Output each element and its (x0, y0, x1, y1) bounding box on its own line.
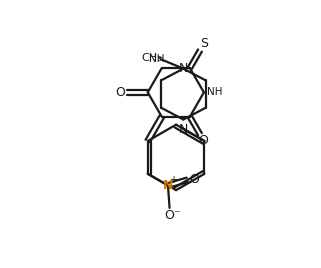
Text: S: S (200, 37, 208, 50)
Text: O: O (164, 209, 174, 222)
Text: NH: NH (207, 87, 222, 97)
Text: NH: NH (149, 54, 164, 64)
Text: O: O (189, 173, 199, 186)
Text: +: + (169, 175, 177, 185)
Text: N: N (179, 123, 188, 136)
Text: N: N (179, 62, 188, 75)
Text: O: O (198, 134, 208, 147)
Text: N: N (163, 179, 173, 192)
Text: ⁻: ⁻ (173, 209, 180, 222)
Text: CH₃: CH₃ (142, 53, 162, 63)
Text: O: O (116, 86, 126, 99)
